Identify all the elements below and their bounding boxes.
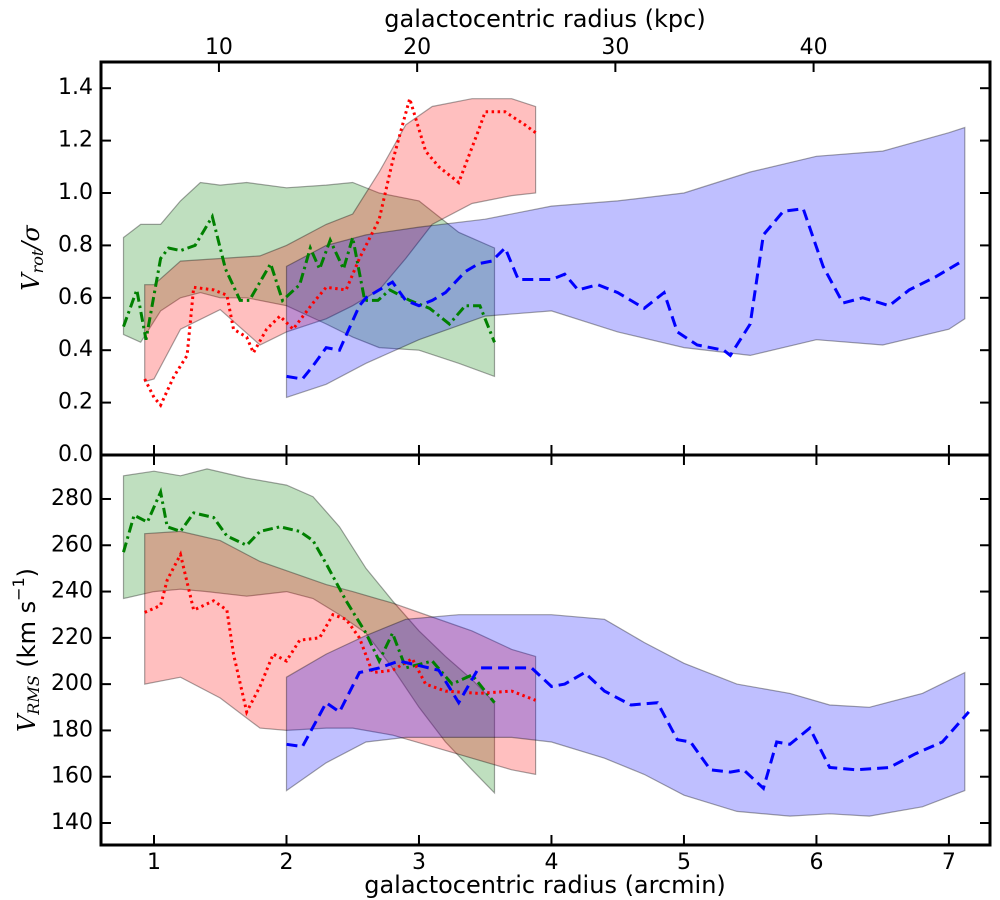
x2-tick-label: 10 (205, 35, 233, 60)
y-tick-label: 0.8 (58, 232, 93, 257)
top-y-axis-label: Vrot/σ (17, 225, 47, 291)
bottom-x-axis-label: galactocentric radius (arcmin) (364, 871, 726, 899)
y-tick-label: 200 (51, 671, 93, 696)
x2-tick-label: 40 (800, 35, 828, 60)
x-tick-label: 7 (942, 850, 956, 875)
x-tick-label: 4 (544, 850, 558, 875)
ylabel-subscript: rot (28, 249, 47, 273)
series-line (122, 486, 496, 704)
y-tick-label: 0.6 (58, 285, 93, 310)
x2-tick-label: 20 (403, 35, 431, 60)
ylabel-part: V (17, 271, 45, 291)
series-line (286, 207, 963, 381)
axes-frame (99, 453, 992, 847)
band (144, 98, 537, 383)
ylabel-subscript: RMS (24, 675, 43, 715)
ylabel-superscript: −1 (9, 577, 28, 601)
x-tick-label: 6 (809, 850, 823, 875)
x-tick-label: 5 (677, 850, 691, 875)
y-tick-label: 0.2 (58, 390, 93, 415)
y-tick-label: 1.0 (58, 180, 93, 205)
x2-tick-label: 30 (601, 35, 629, 60)
y-tick-label: 240 (51, 579, 93, 604)
top-x-axis-label: galactocentric radius (kpc) (384, 5, 705, 33)
y-tick-label: 180 (51, 717, 93, 742)
ylabel-part: ) (13, 568, 41, 577)
band (285, 614, 966, 817)
bottom-y-axis-label: VRMS (km s−1) (9, 568, 43, 732)
series-line (143, 93, 537, 408)
x-tick-label: 1 (147, 850, 161, 875)
ylabel-part: (km s (13, 601, 41, 675)
y-tick-label: 0.0 (58, 442, 93, 467)
y-tick-label: 140 (51, 810, 93, 835)
y-tick-label: 260 (51, 532, 93, 557)
x-tick-label: 3 (412, 850, 426, 875)
ylabel-part: /σ (17, 225, 45, 252)
y-tick-label: 1.2 (58, 128, 93, 153)
band (285, 126, 966, 399)
band (144, 530, 537, 776)
y-tick-label: 160 (51, 764, 93, 789)
band (122, 468, 496, 795)
x-tick-label: 2 (279, 850, 293, 875)
y-tick-label: 1.4 (58, 75, 93, 100)
series-line (286, 659, 970, 792)
y-tick-label: 220 (51, 625, 93, 650)
ylabel-part: V (13, 712, 41, 732)
y-tick-label: 280 (51, 486, 93, 511)
y-tick-label: 0.4 (58, 337, 93, 362)
